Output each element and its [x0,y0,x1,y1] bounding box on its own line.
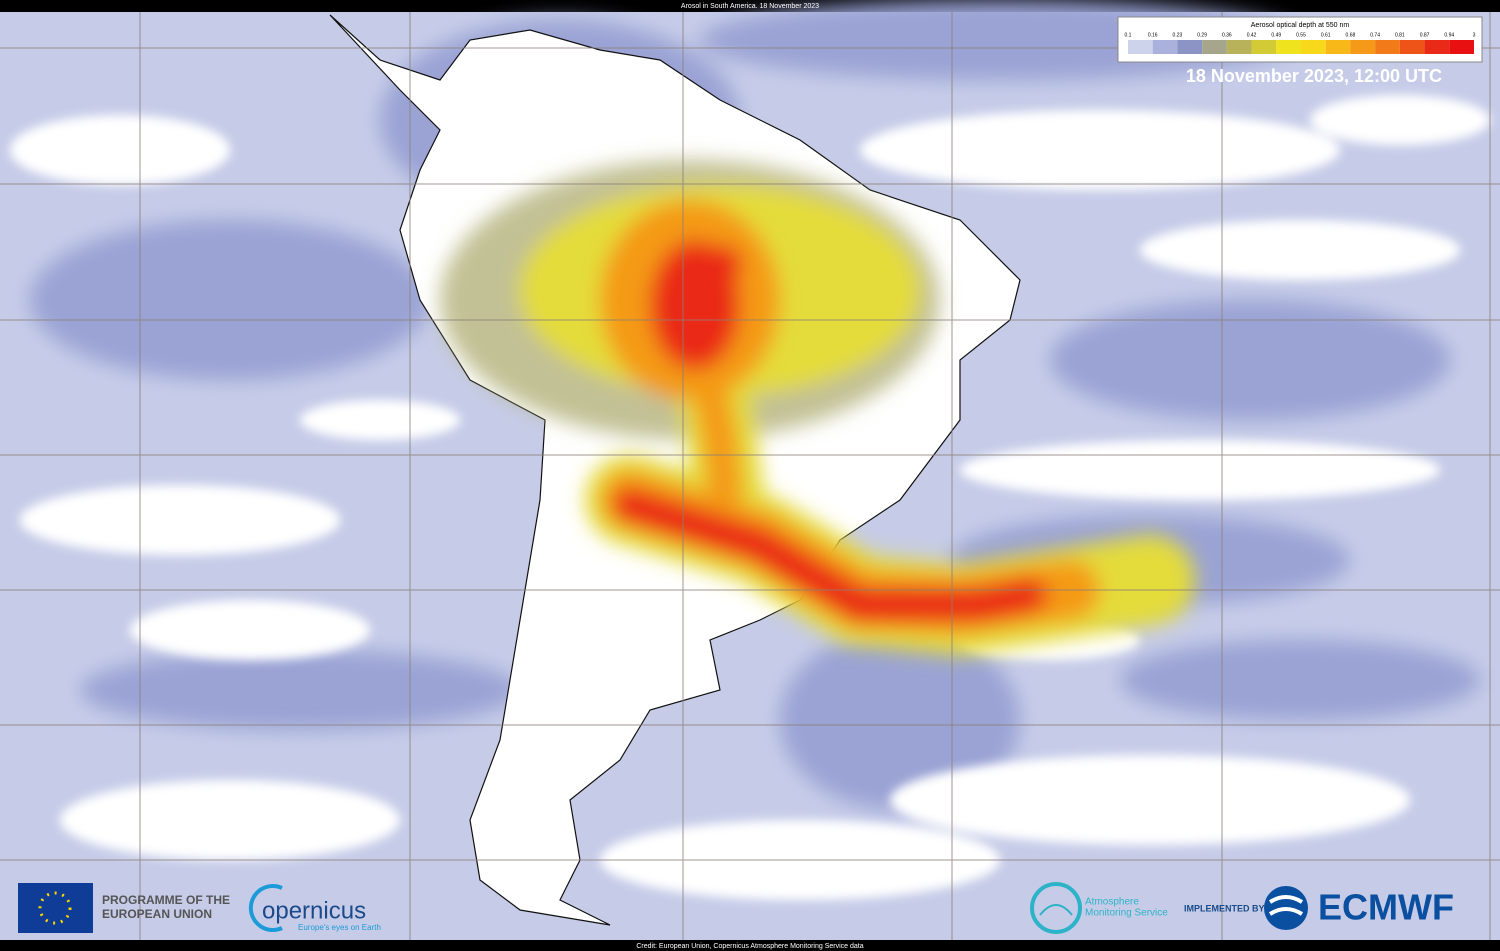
copernicus-name: opernicus [262,897,366,924]
legend-tick-label: 0.29 [1197,32,1207,38]
legend-tick-label: 0.49 [1271,32,1281,38]
copernicus-logo: opernicus Europe's eyes on Earth [248,884,381,932]
legend-swatch [1424,40,1450,54]
timestamp: 18 November 2023, 12:00 UTC [1186,66,1442,86]
legend: Aerosol optical depth at 550 nm 0.1 0.16 0… [1117,16,1483,63]
legend-swatch [1276,40,1301,54]
credit: Credit: European Union, Copernicus Atmos… [636,943,863,950]
ecmwf-logo: ECMWF [1264,886,1454,930]
legend-title: Aerosol optical depth at 550 nm [1251,22,1350,29]
cams-line: Atmosphere [1085,897,1139,908]
legend-tick-label: 0.42 [1247,32,1257,38]
legend-tick-label: 0.94 [1444,32,1454,38]
legend-tick-label: 0.36 [1222,32,1232,38]
legend-swatch [1128,40,1153,54]
legend-swatch [1251,40,1277,54]
legend-swatch [1449,40,1474,54]
programme-line: EUROPEAN UNION [102,907,212,921]
legend-swatch [1375,40,1400,54]
legend-tick-label: 0.55 [1296,32,1306,38]
legend-swatch [1325,40,1351,54]
legend-tick-label: 0.23 [1173,32,1183,38]
legend-swatch [1202,40,1227,54]
copernicus-tagline: Europe's eyes on Earth [298,923,381,932]
legend-swatch [1152,40,1178,54]
legend-tick-label: 0.87 [1420,32,1430,38]
legend-swatch [1226,40,1252,54]
legend-tick-label: 3 [1473,32,1476,38]
eu-logo: PROGRAMME OF THE EUROPEAN UNION [18,883,230,933]
cams-logo: Atmosphere Monitoring Service [1030,882,1168,934]
legend-tick-label: 0.61 [1321,32,1331,38]
cams-line: Monitoring Service [1085,908,1168,919]
legend-swatch [1301,40,1326,54]
implemented-by: IMPLEMENTED BY [1184,903,1265,913]
map-title: Arosol in South America. 18 November 202… [681,3,819,10]
programme-line: PROGRAMME OF THE [102,893,230,907]
legend-swatch [1350,40,1376,54]
legend-tick-label: 0.68 [1346,32,1356,38]
legend-swatch [1177,40,1203,54]
ecmwf-name: ECMWF [1318,887,1454,928]
legend-tick-label: 0.74 [1370,32,1380,38]
legend-tick-label: 0.1 [1125,32,1132,38]
legend-swatch [1399,40,1425,54]
legend-tick-label: 0.16 [1148,32,1158,38]
legend-tick-label: 0.81 [1395,32,1405,38]
